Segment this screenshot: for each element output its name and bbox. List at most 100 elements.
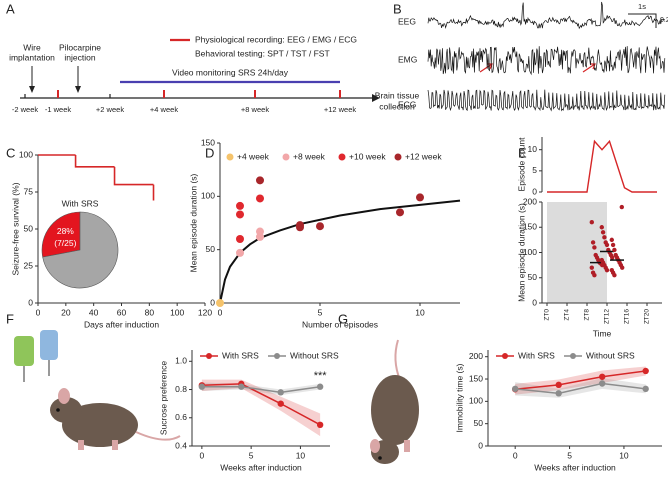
x-tick-label: 20 [61, 307, 71, 317]
legend-label: +10 week [349, 151, 386, 161]
y-axis-label: Seizure-free survival (%) [10, 182, 20, 275]
y-tick-label: 10 [528, 144, 538, 154]
series-marker [642, 367, 649, 375]
x-tick-label: ZT20 [644, 309, 651, 325]
legend-label: Without SRS [290, 350, 339, 360]
x-tick-label: ZT8 [584, 309, 591, 321]
event-label: implantation [9, 52, 55, 62]
episode-dot [609, 237, 614, 243]
x-tick-label: 10 [296, 450, 306, 460]
y-tick-label: 100 [201, 191, 215, 201]
series-marker [598, 380, 606, 387]
legend-label: +12 week [405, 151, 442, 161]
y-tick-label: 0 [532, 186, 537, 196]
series-marker [316, 421, 324, 429]
series-marker [277, 400, 284, 407]
timeline-arrow [372, 94, 380, 102]
series-line [515, 382, 646, 395]
x-tick-label: 40 [89, 307, 99, 317]
arrow-head [29, 86, 35, 93]
y-tick-label: 50 [206, 244, 216, 254]
series-marker [555, 381, 562, 389]
y-tick-label: 0 [532, 297, 537, 307]
series-marker [238, 383, 245, 390]
x-tick-label: 80 [145, 307, 155, 317]
y-tick-label: 150 [523, 222, 537, 232]
panel-letter: D [205, 145, 214, 160]
x-tick-label: 5 [249, 450, 254, 460]
episode-dot [600, 230, 606, 235]
x-tick-label: 60 [117, 307, 127, 317]
scale-bar [628, 13, 657, 28]
y-tick-label: 0.4 [175, 440, 187, 450]
series-marker [277, 389, 284, 396]
legend-marker [282, 153, 290, 161]
y-tick-label: 0 [28, 297, 33, 307]
scatter-point [416, 193, 424, 202]
event-label: Brain tissue [375, 90, 420, 100]
series-marker [555, 390, 562, 397]
episode-dot [599, 225, 604, 230]
y-tick-label: 75 [24, 186, 34, 196]
mouse-illustration-g [370, 339, 419, 464]
count-line [547, 139, 657, 193]
episode-dot [589, 265, 594, 270]
x-tick-label: ZT0 [544, 309, 551, 321]
trace [427, 1, 666, 30]
y-tick-label: 25 [24, 260, 34, 270]
x-tick-label: 0 [36, 307, 41, 317]
y-tick-label: 0 [478, 440, 483, 450]
y-tick-label: 5 [532, 165, 537, 175]
x-tick-label: 0 [513, 450, 518, 460]
red-arrow [582, 63, 596, 73]
x-tick-label: ZT4 [564, 309, 571, 321]
trace [427, 46, 666, 76]
episode-dot [604, 267, 610, 273]
x-axis-label: Number of episodes [302, 319, 378, 329]
event-label: Pilocarpine [59, 42, 101, 52]
dark-phase-shade [547, 202, 607, 303]
legend-marker [226, 153, 234, 161]
pie-slice [41, 211, 81, 258]
episode-dot [592, 273, 597, 278]
y-tick-label: 0 [210, 297, 215, 307]
scatter-point [396, 208, 404, 217]
y-axis-label: Mean episode duration (s) [188, 173, 198, 272]
panel-letter: A [6, 1, 15, 16]
legend-marker [206, 353, 212, 359]
legend-marker [570, 353, 576, 359]
y-tick-label: 150 [469, 373, 483, 383]
panel-letter: F [6, 311, 14, 326]
arrow-head [75, 86, 81, 93]
scale-label: 0.2mv [660, 17, 668, 24]
episode-dot [619, 204, 624, 210]
series-marker [598, 373, 606, 380]
week-label: +2 week [96, 105, 124, 114]
y-tick-label: 100 [523, 247, 537, 257]
legend-marker [502, 353, 508, 359]
y-tick-label: 200 [469, 351, 483, 361]
red-arrow [479, 63, 493, 73]
x-tick-label: 5 [567, 450, 572, 460]
y-tick-label: 0.8 [175, 384, 187, 394]
x-tick-label: 5 [318, 307, 323, 317]
legend-label: With SRS [222, 350, 259, 360]
significance: *** [314, 370, 328, 382]
y-tick-label: 100 [469, 396, 483, 406]
series-marker [511, 385, 519, 393]
x-tick-label: 10 [415, 307, 425, 317]
event-label: collection [379, 101, 415, 111]
y-tick-label: 50 [528, 272, 538, 282]
x-tick-label: 120 [198, 307, 212, 317]
pie-slice [42, 211, 119, 289]
x-axis-label: Days after induction [84, 319, 159, 329]
panel-letter: B [393, 1, 402, 16]
series-marker [198, 383, 206, 390]
survival-step [74, 155, 115, 168]
scatter-point [316, 222, 324, 231]
legend-label: Without SRS [586, 350, 635, 360]
episode-dot [590, 240, 596, 245]
scatter-point [236, 210, 244, 219]
panel-letter: G [338, 311, 348, 326]
episode-dot [592, 245, 597, 250]
